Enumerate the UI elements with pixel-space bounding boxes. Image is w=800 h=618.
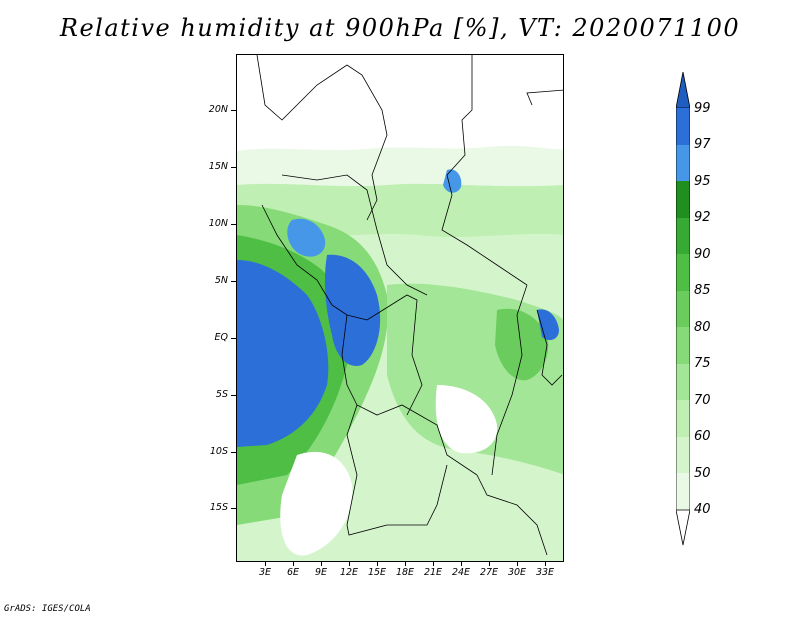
lon-label-12e: 12E	[339, 567, 359, 578]
colorbar	[676, 72, 690, 546]
wet-patch-nigeria	[287, 218, 326, 257]
lon-label-27e: 27E	[479, 567, 499, 578]
colorbar-label-40: 40	[694, 502, 711, 517]
lon-tick	[517, 562, 518, 566]
lon-label-30e: 30E	[507, 567, 527, 578]
wet-zone-gulf	[237, 260, 329, 447]
colorbar-segment-75-80	[676, 327, 690, 364]
lon-tick	[405, 562, 406, 566]
lat-label-5s: 5S	[215, 389, 228, 400]
humidity-field	[237, 55, 563, 561]
colorbar-segment-below-40	[676, 509, 690, 546]
lon-label-3e: 3E	[258, 567, 272, 578]
lat-label-eq: EQ	[214, 332, 228, 343]
lon-label-18e: 18E	[395, 567, 415, 578]
colorbar-label-70: 70	[694, 393, 711, 408]
colorbar-label-50: 50	[694, 466, 711, 481]
dry-zone-south	[280, 451, 353, 556]
grads-credit: GrADS: IGES/COLA	[4, 604, 91, 614]
lon-tick	[489, 562, 490, 566]
dry-zone-north	[237, 55, 563, 163]
colorbar-segment-above-99	[676, 72, 690, 109]
country-borders	[256, 55, 563, 556]
lat-label-10n: 10N	[208, 218, 228, 229]
colorbar-segment-90-92	[676, 218, 690, 254]
colorbar-label-97: 97	[694, 137, 711, 152]
colorbar-label-75: 75	[694, 356, 711, 371]
lat-tick	[231, 395, 236, 396]
colorbar-segment-40-50	[676, 473, 690, 510]
lon-label-15e: 15E	[367, 567, 387, 578]
colorbar-label-92: 92	[694, 210, 711, 225]
lon-label-9e: 9E	[314, 567, 328, 578]
colorbar-label-90: 90	[694, 247, 711, 262]
lat-tick	[231, 167, 236, 168]
colorbar-segment-95-97	[676, 145, 690, 181]
lat-label-10s: 10S	[209, 446, 228, 457]
lat-tick	[231, 110, 236, 111]
wet-patch-lake-victoria	[537, 309, 559, 341]
colorbar-label-85: 85	[694, 283, 711, 298]
lon-tick	[349, 562, 350, 566]
sahel-band	[237, 145, 563, 195]
colorbar-segment-60-70	[676, 400, 690, 437]
lon-tick	[433, 562, 434, 566]
humidity-map	[236, 54, 564, 562]
lat-tick	[231, 508, 236, 509]
colorbar-label-99: 99	[694, 101, 711, 116]
colorbar-label-95: 95	[694, 174, 711, 189]
dry-patch-east	[435, 385, 498, 454]
lat-label-20n: 20N	[208, 104, 228, 115]
colorbar-label-80: 80	[694, 320, 711, 335]
lon-tick	[377, 562, 378, 566]
colorbar-segment-50-60	[676, 437, 690, 473]
colorbar-segment-92-95	[676, 181, 690, 218]
colorbar-segment-97-99	[676, 108, 690, 145]
colorbar-segment-80-85	[676, 291, 690, 327]
lon-tick	[461, 562, 462, 566]
lat-tick	[231, 338, 236, 339]
map-title: Relative humidity at 900hPa [%], VT: 202…	[59, 14, 741, 42]
colorbar-label-60: 60	[694, 429, 711, 444]
lon-tick	[545, 562, 546, 566]
lat-tick	[231, 224, 236, 225]
wet-patch-darfur	[443, 169, 462, 193]
lon-label-24e: 24E	[451, 567, 471, 578]
lon-label-6e: 6E	[286, 567, 300, 578]
lat-tick	[231, 281, 236, 282]
wet-zone-cameroon	[324, 254, 381, 366]
lat-label-5n: 5N	[214, 275, 228, 286]
lat-tick	[231, 452, 236, 453]
lon-label-33e: 33E	[535, 567, 555, 578]
lon-label-21e: 21E	[423, 567, 443, 578]
lake-region-green	[495, 308, 549, 381]
lon-tick	[293, 562, 294, 566]
lon-tick	[265, 562, 266, 566]
lat-label-15s: 15S	[209, 502, 228, 513]
colorbar-segment-85-90	[676, 254, 690, 291]
lon-tick	[321, 562, 322, 566]
lat-label-15n: 15N	[208, 161, 228, 172]
colorbar-segment-70-75	[676, 364, 690, 400]
